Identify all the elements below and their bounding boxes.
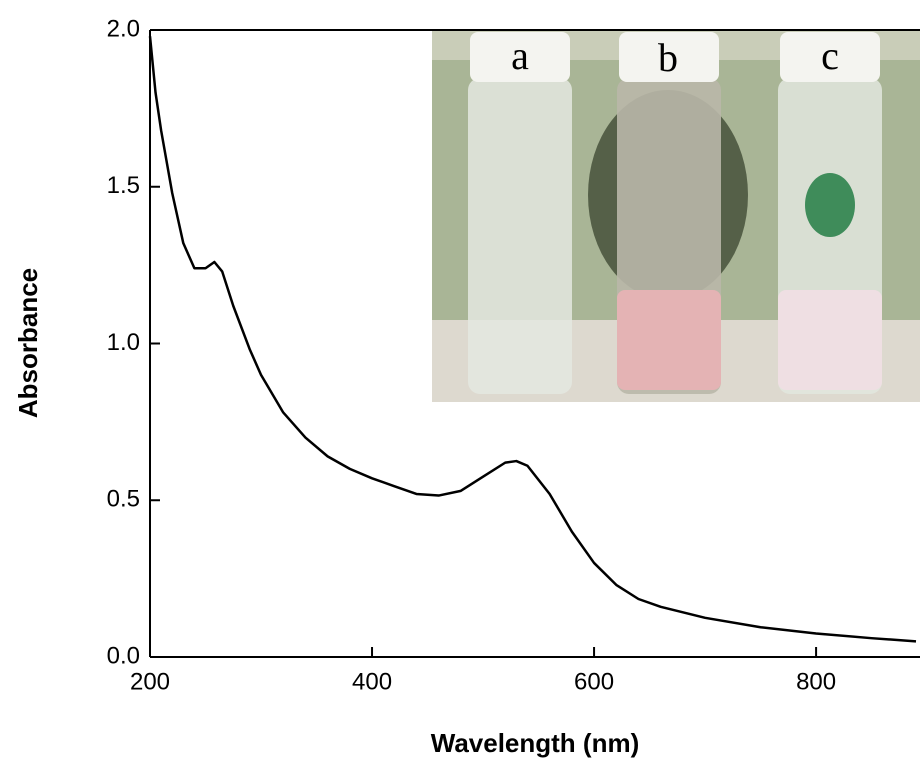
x-tick-label: 800 [796, 668, 836, 695]
y-tick-label: 0.0 [107, 642, 140, 669]
solution-c [778, 290, 882, 390]
cap-a [470, 32, 570, 82]
y-tick-label: 1.5 [107, 172, 140, 199]
green-seal [805, 173, 855, 237]
x-axis-title: Wavelength (nm) [431, 728, 639, 758]
y-tick-label: 0.5 [107, 486, 140, 513]
solution-b [617, 290, 721, 390]
x-tick-label: 600 [574, 668, 614, 695]
inset-photo: a b c [432, 30, 920, 402]
x-tick-label: 200 [130, 668, 170, 695]
cap-b [619, 32, 719, 82]
y-tick-label: 2.0 [107, 15, 140, 42]
spectrum-line [148, 36, 917, 643]
inset-label: c [821, 33, 839, 78]
cap-c [780, 32, 880, 82]
y-tick-label: 1.0 [107, 329, 140, 356]
y-axis-title: Absorbance [13, 268, 43, 418]
inset-label: b [658, 35, 678, 80]
inset-label: a [511, 33, 529, 78]
vial-a [468, 78, 572, 394]
x-tick-label: 400 [352, 668, 392, 695]
